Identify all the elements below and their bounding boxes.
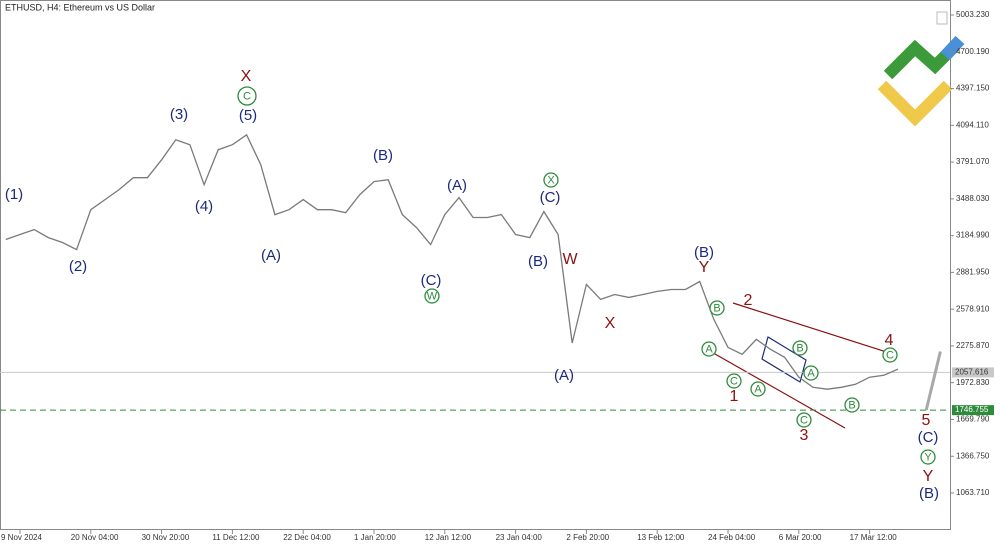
- current-price-label: 2057.616: [955, 368, 989, 377]
- wave-label: W: [562, 251, 578, 268]
- wave-label: (3): [170, 106, 188, 123]
- wave-label: B: [796, 342, 803, 354]
- x-tick-label: 11 Dec 12:00: [212, 533, 260, 542]
- x-tick-label: 6 Mar 20:00: [779, 533, 822, 542]
- wave-label: Y: [924, 451, 932, 463]
- wave-label: (5): [239, 107, 257, 124]
- x-tick-label: 13 Feb 12:00: [637, 533, 685, 542]
- chart-title: ETHUSD, H4: Ethereum vs US Dollar: [5, 2, 155, 12]
- wave-label: C: [886, 349, 894, 361]
- wave-label: 3: [800, 427, 809, 444]
- y-tick-label: 3791.070: [956, 157, 990, 166]
- x-tick-label: 1 Jan 20:00: [354, 533, 396, 542]
- wave-circle: [543, 172, 559, 188]
- x-tick-label: 17 Mar 12:00: [850, 533, 898, 542]
- x-tick-label: 24 Feb 04:00: [708, 533, 756, 542]
- wave-circle: [882, 347, 898, 363]
- wave-circle: [726, 373, 742, 389]
- y-tick-label: 2275.870: [956, 341, 990, 350]
- y-tick-label: 2578.910: [956, 304, 990, 313]
- wave-label: (C): [540, 189, 561, 206]
- wave-label: (B): [528, 253, 548, 270]
- wave-label: C: [800, 414, 808, 426]
- wave-circle: [750, 381, 766, 397]
- projection-line: [924, 351, 942, 411]
- wave-label: 2: [744, 292, 753, 309]
- wave-label: B: [713, 302, 720, 314]
- wave-circle: [920, 449, 936, 465]
- wave-label: B: [848, 399, 855, 411]
- wave-label: 5: [922, 412, 931, 429]
- x-tick-label: 20 Nov 04:00: [71, 533, 119, 542]
- y-tick-label: 4700.190: [956, 47, 990, 56]
- y-tick-label: 1972.830: [956, 378, 990, 387]
- x-tick-label: 30 Nov 20:00: [142, 533, 190, 542]
- wave-circle: [237, 86, 257, 106]
- x-tick-label: 22 Dec 04:00: [283, 533, 331, 542]
- y-tick-label: 4397.150: [956, 84, 990, 93]
- wave-circle: [709, 300, 725, 316]
- wave-label: 1: [730, 388, 739, 405]
- y-tick-label: 1366.750: [956, 451, 990, 460]
- wave-label: A: [807, 367, 815, 379]
- x-tick-label: 12 Jan 12:00: [425, 533, 472, 542]
- x-tick-label: 9 Nov 2024: [1, 533, 42, 542]
- wave-circle: [844, 397, 860, 413]
- wave-label: X: [547, 174, 555, 186]
- wave-label: (2): [69, 258, 87, 275]
- plot-frame: [0, 0, 951, 530]
- price-line: [5, 133, 899, 390]
- channels: [707, 302, 897, 429]
- wave-label: W: [427, 290, 438, 302]
- y-tick-label: 1669.790: [956, 415, 990, 424]
- wave-label: (A): [554, 367, 574, 384]
- wave-label: C: [243, 90, 251, 102]
- y-tick-label: 1063.710: [956, 488, 990, 497]
- target-label: 1746.755: [955, 405, 989, 414]
- y-tick-label: 5003.230: [956, 10, 990, 19]
- wave-label: X: [605, 315, 616, 332]
- wave-label: X: [241, 68, 252, 85]
- wave-label: (C): [421, 272, 442, 289]
- y-tick-label: 3488.030: [956, 194, 990, 203]
- wave-circle: [803, 365, 819, 381]
- current-price-box: [952, 367, 994, 378]
- wave-circle: [792, 340, 808, 356]
- wave-label: (B): [694, 244, 714, 261]
- x-tick-label: 23 Jan 04:00: [496, 533, 543, 542]
- x-tick-label: 2 Feb 20:00: [566, 533, 609, 542]
- wave-label: (4): [195, 198, 213, 215]
- wave-label: (A): [447, 177, 467, 194]
- y-tick-label: 2881.950: [956, 268, 990, 277]
- wave-circle: [424, 288, 440, 304]
- wave-label: Y: [699, 259, 710, 276]
- wave-label: (C): [918, 429, 939, 446]
- wave-label: 4: [885, 332, 894, 349]
- target-box: [952, 405, 994, 416]
- wave-label: A: [705, 343, 713, 355]
- wave-circle: [796, 412, 812, 428]
- y-tick-label: 3184.990: [956, 231, 990, 240]
- wave-label: (B): [919, 485, 939, 502]
- wave-label: (A): [261, 247, 281, 264]
- wave-label: C: [730, 375, 738, 387]
- wave-label: A: [754, 383, 762, 395]
- logo: [877, 11, 965, 127]
- wave-label: (B): [373, 147, 393, 164]
- wave-label: (1): [5, 186, 23, 203]
- wave-circle: [701, 341, 717, 357]
- wave-label: Y: [923, 468, 934, 485]
- y-tick-label: 4094.110: [956, 120, 989, 129]
